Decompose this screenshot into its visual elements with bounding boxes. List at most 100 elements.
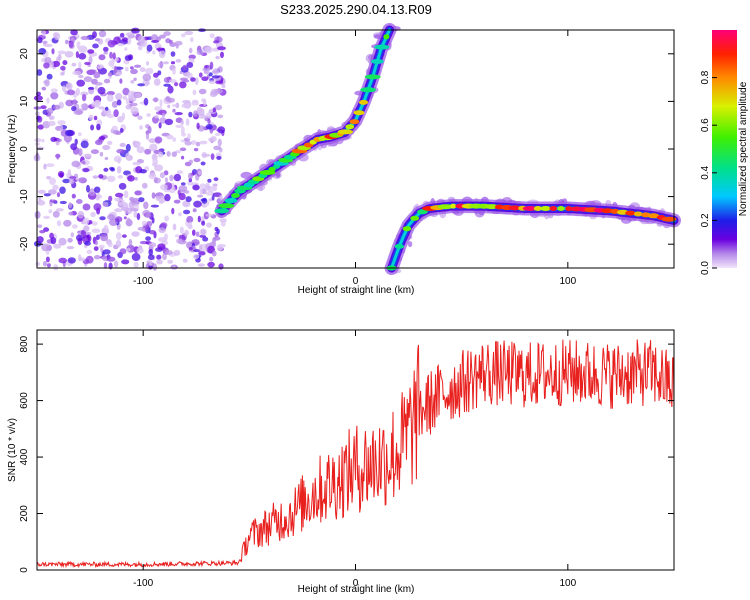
noise-blob bbox=[208, 72, 213, 77]
noise-blob bbox=[118, 182, 127, 190]
noise-blob bbox=[98, 106, 105, 110]
noise-blob bbox=[198, 113, 206, 119]
noise-blob bbox=[102, 201, 109, 207]
noise-blob bbox=[46, 97, 50, 104]
noise-blob bbox=[90, 149, 99, 155]
noise-blob bbox=[201, 203, 208, 208]
noise-blob bbox=[145, 132, 150, 140]
noise-blob bbox=[187, 133, 191, 139]
noise-blob bbox=[90, 124, 95, 131]
noise-blob bbox=[134, 176, 138, 181]
noise-blob bbox=[173, 173, 182, 182]
noise-blob bbox=[94, 85, 98, 91]
track-peak bbox=[540, 206, 551, 211]
noise-blob bbox=[104, 156, 109, 161]
noise-blob bbox=[154, 114, 159, 119]
noise-blob bbox=[213, 185, 218, 192]
noise-blob bbox=[161, 112, 166, 118]
spec-ytick-label: -10 bbox=[19, 189, 30, 204]
noise-blob bbox=[182, 79, 190, 83]
noise-blob bbox=[137, 83, 145, 87]
noise-blob bbox=[144, 81, 150, 86]
noise-blob bbox=[87, 86, 95, 90]
spec-xtick-label: 100 bbox=[559, 276, 576, 287]
noise-blob bbox=[116, 148, 125, 154]
track-peak bbox=[565, 206, 573, 212]
noise-blob bbox=[80, 91, 89, 96]
noise-blob bbox=[164, 193, 171, 202]
noise-blob bbox=[103, 78, 111, 84]
noise-blob bbox=[78, 45, 88, 53]
noise-blob bbox=[43, 215, 51, 219]
noise-blob bbox=[130, 66, 134, 70]
noise-blob bbox=[179, 226, 184, 234]
noise-blob bbox=[198, 244, 203, 252]
noise-blob bbox=[131, 27, 140, 34]
noise-blob bbox=[160, 184, 168, 191]
noise-blob bbox=[98, 136, 106, 141]
noise-blob bbox=[182, 200, 191, 208]
noise-blob bbox=[117, 175, 123, 179]
noise-blob bbox=[148, 173, 157, 180]
track-peak bbox=[533, 206, 543, 211]
noise-blob bbox=[178, 212, 182, 217]
noise-blob bbox=[127, 175, 135, 182]
noise-blob bbox=[116, 99, 122, 106]
noise-blob bbox=[160, 222, 168, 228]
noise-blob bbox=[186, 215, 194, 224]
noise-blob bbox=[44, 79, 50, 87]
noise-blob bbox=[44, 43, 53, 48]
noise-blob bbox=[107, 140, 113, 145]
noise-blob bbox=[98, 54, 106, 61]
noise-blob bbox=[80, 103, 86, 109]
noise-blob bbox=[34, 211, 41, 219]
noise-blob bbox=[71, 62, 77, 67]
noise-blob bbox=[134, 92, 142, 98]
noise-blob bbox=[152, 158, 159, 165]
noise-blob bbox=[214, 226, 219, 232]
noise-blob bbox=[112, 130, 120, 135]
spec-ytick-label: 20 bbox=[19, 48, 30, 60]
noise-blob bbox=[70, 29, 78, 36]
noise-blob bbox=[45, 163, 55, 168]
noise-blob bbox=[211, 75, 220, 79]
noise-blob bbox=[113, 260, 119, 268]
noise-blob bbox=[88, 114, 94, 121]
noise-blob bbox=[91, 221, 98, 226]
noise-blob bbox=[106, 256, 116, 262]
noise-blob bbox=[62, 178, 71, 184]
noise-blob bbox=[133, 77, 137, 82]
noise-blob bbox=[78, 53, 87, 60]
noise-blob bbox=[77, 211, 85, 219]
snr-ytick-label: 200 bbox=[19, 505, 30, 522]
noise-blob bbox=[115, 232, 122, 241]
track-peak bbox=[522, 206, 538, 211]
noise-blob bbox=[130, 68, 138, 75]
noise-blob bbox=[65, 129, 74, 137]
noise-blob bbox=[80, 140, 89, 149]
noise-blob bbox=[33, 106, 42, 110]
noise-blob bbox=[67, 237, 73, 243]
noise-blob bbox=[172, 108, 176, 113]
noise-blob bbox=[106, 114, 115, 119]
noise-blob bbox=[95, 139, 103, 146]
noise-blob bbox=[215, 80, 224, 85]
track-peak bbox=[549, 206, 558, 211]
noise-blob bbox=[86, 184, 90, 193]
noise-blob bbox=[164, 233, 168, 241]
noise-blob bbox=[123, 190, 129, 199]
noise-blob bbox=[87, 49, 95, 54]
noise-blob bbox=[72, 70, 82, 76]
snr-ytick-label: 600 bbox=[19, 392, 30, 409]
noise-blob bbox=[150, 34, 159, 42]
noise-blob bbox=[213, 145, 222, 151]
noise-blob bbox=[76, 199, 83, 204]
noise-blob bbox=[159, 172, 165, 179]
noise-blob bbox=[141, 220, 148, 226]
noise-blob bbox=[37, 124, 44, 130]
track-peak bbox=[417, 209, 428, 215]
noise-blob bbox=[139, 67, 146, 73]
noise-blob bbox=[146, 44, 153, 52]
noise-blob bbox=[164, 118, 174, 126]
noise-blob bbox=[56, 138, 62, 143]
